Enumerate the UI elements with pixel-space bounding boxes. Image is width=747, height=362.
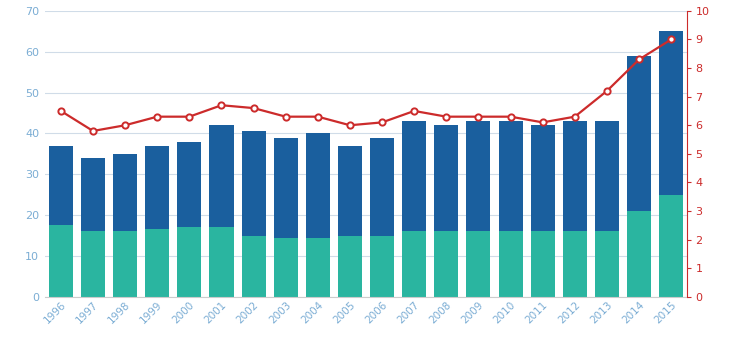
Bar xyxy=(306,134,330,237)
Bar xyxy=(241,236,266,297)
Bar xyxy=(49,146,73,225)
Bar xyxy=(562,121,587,231)
Bar xyxy=(595,121,619,231)
Bar xyxy=(434,231,459,297)
Bar xyxy=(562,231,587,297)
Bar xyxy=(498,121,523,231)
Bar xyxy=(659,31,684,195)
Bar xyxy=(145,230,170,297)
Bar xyxy=(209,125,234,227)
Bar xyxy=(306,237,330,297)
Bar xyxy=(595,231,619,297)
Bar xyxy=(530,231,555,297)
Bar xyxy=(273,237,298,297)
Bar xyxy=(338,146,362,236)
Bar xyxy=(370,138,394,236)
Bar xyxy=(370,236,394,297)
Bar xyxy=(81,231,105,297)
Bar xyxy=(113,154,137,231)
Bar xyxy=(659,195,684,297)
Bar xyxy=(49,225,73,297)
Bar xyxy=(402,231,427,297)
Bar xyxy=(402,121,427,231)
Bar xyxy=(627,211,651,297)
Bar xyxy=(434,125,459,231)
Bar xyxy=(113,231,137,297)
Bar xyxy=(498,231,523,297)
Bar xyxy=(273,138,298,237)
Bar xyxy=(466,121,491,231)
Bar xyxy=(338,236,362,297)
Bar xyxy=(177,142,202,227)
Bar xyxy=(145,146,170,230)
Bar xyxy=(466,231,491,297)
Bar xyxy=(177,227,202,297)
Bar xyxy=(241,131,266,236)
Bar xyxy=(81,158,105,231)
Bar xyxy=(530,125,555,231)
Bar xyxy=(627,56,651,211)
Bar xyxy=(209,227,234,297)
